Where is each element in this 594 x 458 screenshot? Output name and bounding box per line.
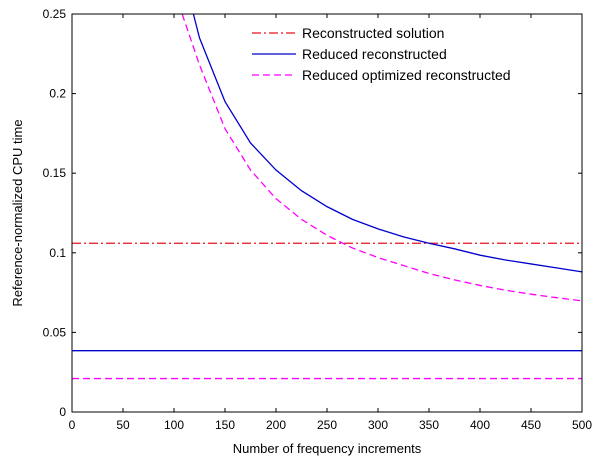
series-line-2 — [192, 13, 583, 273]
x-tick-label: 250 — [317, 418, 337, 432]
y-tick-label: 0.1 — [49, 246, 66, 260]
x-tick-label: 200 — [266, 418, 286, 432]
x-tick-label: 500 — [572, 418, 592, 432]
y-tick-label: 0.05 — [43, 325, 67, 339]
series-layer — [72, 13, 583, 380]
x-tick-label: 400 — [470, 418, 490, 432]
y-tick-label: 0.15 — [43, 166, 67, 180]
x-tick-label: 50 — [116, 418, 130, 432]
plot-area — [72, 14, 582, 412]
legend: Reconstructed solution Reduced reconstruc… — [252, 25, 511, 83]
legend-label: Reconstructed solution — [302, 25, 444, 41]
x-axis-label: Number of frequency increments — [233, 441, 422, 456]
x-tick-label: 350 — [419, 418, 439, 432]
legend-label: Reduced optimized reconstructed — [302, 67, 511, 83]
x-axis: 0 50 100 150 200 250 300 350 400 450 500 — [69, 14, 592, 432]
y-axis-label: Reference-normalized CPU time — [10, 119, 25, 306]
x-tick-label: 450 — [521, 418, 541, 432]
x-tick-label: 300 — [368, 418, 388, 432]
y-tick-label: 0.25 — [43, 7, 67, 21]
y-axis: 0 0.05 0.1 0.15 0.2 0.25 — [43, 7, 582, 419]
series-line-4 — [181, 13, 583, 302]
y-tick-label: 0.2 — [49, 87, 66, 101]
legend-label: Reduced reconstructed — [302, 46, 447, 62]
x-tick-label: 0 — [69, 418, 76, 432]
x-tick-label: 100 — [164, 418, 184, 432]
x-tick-label: 150 — [215, 418, 235, 432]
y-tick-label: 0 — [59, 405, 66, 419]
